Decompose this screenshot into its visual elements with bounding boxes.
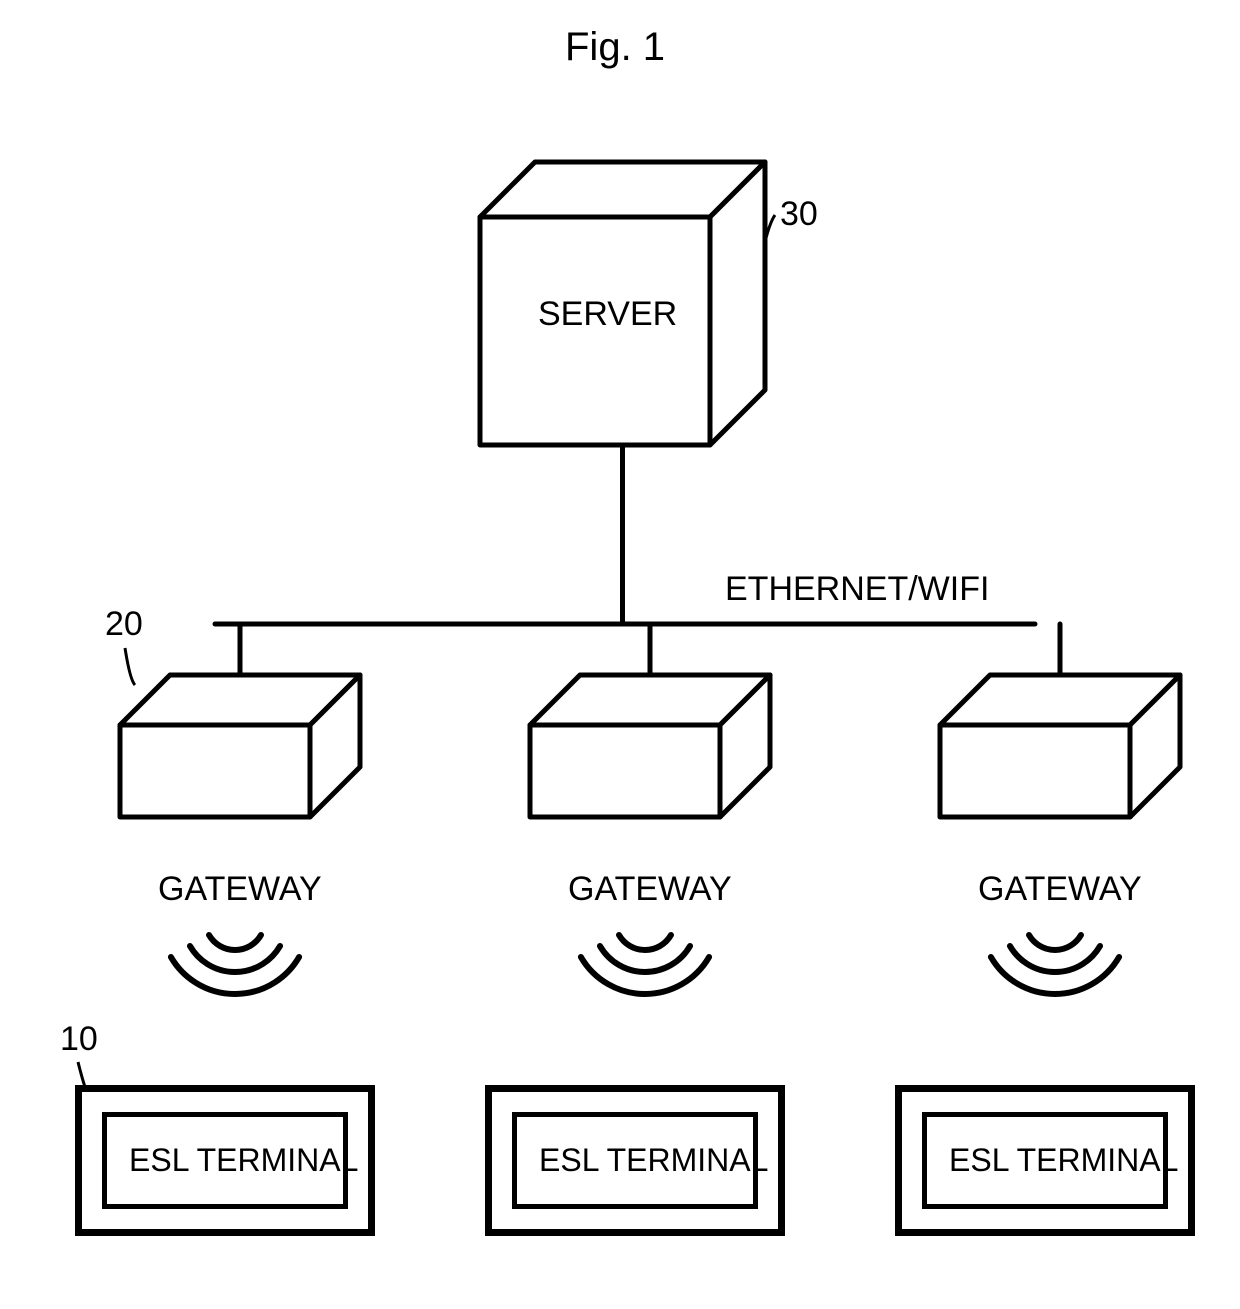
esl-terminal-1: ESL TERMINAL: [75, 1085, 375, 1236]
connection-label: ETHERNET/WIFI: [725, 570, 989, 609]
gateway-label-3: GATEWAY: [978, 870, 1142, 909]
gateway-ref: 20: [105, 605, 143, 644]
esl-terminal-2: ESL TERMINAL: [485, 1085, 785, 1236]
server-ref: 30: [780, 195, 818, 234]
terminal-ref: 10: [60, 1020, 98, 1059]
esl-terminal-label-3: ESL TERMINAL: [922, 1112, 1168, 1209]
gateway-label-2: GATEWAY: [568, 870, 732, 909]
esl-terminal-label-1: ESL TERMINAL: [102, 1112, 348, 1209]
gateway-label-1: GATEWAY: [158, 870, 322, 909]
esl-terminal-3: ESL TERMINAL: [895, 1085, 1195, 1236]
diagram-canvas: Fig. 1 SERVER 30 ETHERNET/WIFI GATEWAY G…: [0, 0, 1240, 1309]
server-label: SERVER: [538, 295, 677, 334]
esl-terminal-label-2: ESL TERMINAL: [512, 1112, 758, 1209]
